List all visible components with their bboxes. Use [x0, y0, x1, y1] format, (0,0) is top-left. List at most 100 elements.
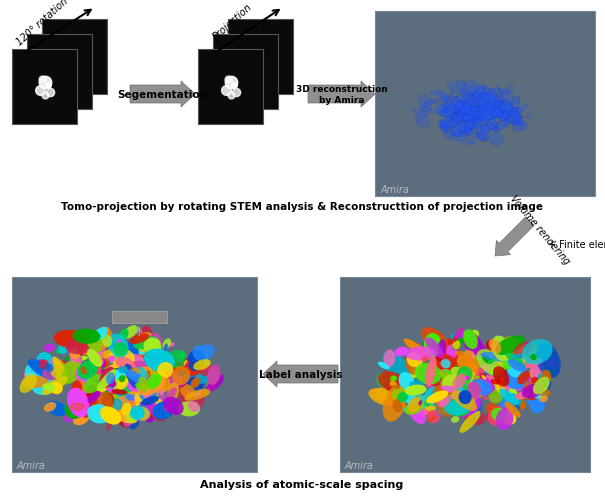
Ellipse shape: [453, 338, 464, 350]
Ellipse shape: [109, 371, 125, 390]
Ellipse shape: [120, 329, 128, 340]
Ellipse shape: [512, 117, 525, 133]
Ellipse shape: [408, 397, 421, 412]
Ellipse shape: [455, 102, 479, 116]
Ellipse shape: [492, 377, 506, 397]
Ellipse shape: [462, 92, 471, 104]
Ellipse shape: [440, 122, 452, 129]
Ellipse shape: [455, 379, 464, 398]
Ellipse shape: [446, 103, 451, 111]
Ellipse shape: [486, 340, 506, 356]
Ellipse shape: [537, 378, 551, 393]
Ellipse shape: [45, 364, 54, 372]
Ellipse shape: [500, 373, 517, 393]
Ellipse shape: [127, 369, 145, 387]
Ellipse shape: [102, 371, 119, 382]
Ellipse shape: [152, 397, 162, 404]
Ellipse shape: [424, 100, 431, 108]
Ellipse shape: [102, 393, 114, 408]
Ellipse shape: [125, 364, 138, 389]
Ellipse shape: [141, 396, 159, 405]
Ellipse shape: [136, 367, 152, 378]
Ellipse shape: [482, 111, 498, 129]
Ellipse shape: [98, 363, 120, 380]
Ellipse shape: [460, 110, 467, 118]
Ellipse shape: [506, 401, 520, 412]
Ellipse shape: [98, 370, 124, 389]
Ellipse shape: [469, 101, 476, 105]
Ellipse shape: [496, 408, 514, 430]
Ellipse shape: [459, 367, 473, 376]
Ellipse shape: [446, 345, 457, 360]
Ellipse shape: [95, 344, 106, 357]
Ellipse shape: [518, 116, 524, 119]
Ellipse shape: [145, 416, 154, 423]
Ellipse shape: [470, 112, 482, 123]
Ellipse shape: [153, 372, 171, 392]
Ellipse shape: [448, 368, 474, 379]
Ellipse shape: [432, 386, 454, 417]
Bar: [228, 20, 293, 95]
Ellipse shape: [85, 384, 99, 392]
Ellipse shape: [500, 399, 515, 415]
Ellipse shape: [145, 334, 163, 359]
Ellipse shape: [65, 355, 79, 361]
Ellipse shape: [500, 337, 527, 367]
Ellipse shape: [497, 343, 508, 354]
Ellipse shape: [443, 127, 452, 140]
Ellipse shape: [90, 371, 116, 396]
Ellipse shape: [123, 387, 129, 393]
Ellipse shape: [440, 386, 460, 393]
Ellipse shape: [462, 400, 468, 410]
Ellipse shape: [460, 373, 480, 392]
Ellipse shape: [128, 362, 143, 378]
Ellipse shape: [180, 382, 186, 388]
Ellipse shape: [19, 374, 37, 393]
Ellipse shape: [70, 402, 85, 411]
Text: Tomo-projection by rotating STEM analysis & Reconstructtion of projection image: Tomo-projection by rotating STEM analysi…: [61, 201, 543, 211]
Ellipse shape: [411, 358, 425, 372]
Ellipse shape: [45, 401, 68, 416]
Ellipse shape: [137, 395, 155, 402]
Ellipse shape: [442, 381, 466, 403]
Ellipse shape: [505, 108, 518, 126]
Ellipse shape: [491, 336, 511, 362]
Ellipse shape: [94, 356, 103, 367]
Ellipse shape: [470, 126, 480, 131]
Ellipse shape: [104, 368, 122, 387]
Ellipse shape: [520, 123, 528, 131]
Ellipse shape: [474, 376, 480, 379]
Ellipse shape: [473, 381, 484, 391]
Ellipse shape: [417, 372, 433, 378]
Ellipse shape: [450, 137, 454, 143]
Ellipse shape: [455, 380, 470, 395]
Ellipse shape: [512, 112, 519, 125]
Ellipse shape: [471, 330, 479, 339]
Ellipse shape: [107, 366, 129, 387]
Ellipse shape: [145, 376, 159, 388]
Ellipse shape: [65, 400, 83, 419]
Ellipse shape: [104, 400, 108, 403]
Ellipse shape: [454, 111, 459, 119]
Ellipse shape: [53, 407, 58, 413]
Ellipse shape: [168, 342, 175, 347]
Bar: [27, 35, 92, 110]
Ellipse shape: [462, 107, 472, 118]
Ellipse shape: [497, 377, 505, 389]
Ellipse shape: [164, 344, 168, 352]
Ellipse shape: [451, 390, 473, 410]
Ellipse shape: [393, 399, 402, 412]
Ellipse shape: [407, 352, 423, 367]
Ellipse shape: [136, 393, 147, 401]
Ellipse shape: [70, 331, 87, 347]
Ellipse shape: [70, 349, 79, 360]
Ellipse shape: [456, 373, 472, 384]
Ellipse shape: [476, 349, 505, 376]
Ellipse shape: [88, 402, 108, 422]
Ellipse shape: [454, 370, 473, 384]
Ellipse shape: [28, 359, 57, 380]
Ellipse shape: [163, 339, 171, 349]
Text: + Finite element method: + Finite element method: [548, 239, 605, 249]
Ellipse shape: [439, 107, 457, 117]
Ellipse shape: [511, 106, 528, 116]
